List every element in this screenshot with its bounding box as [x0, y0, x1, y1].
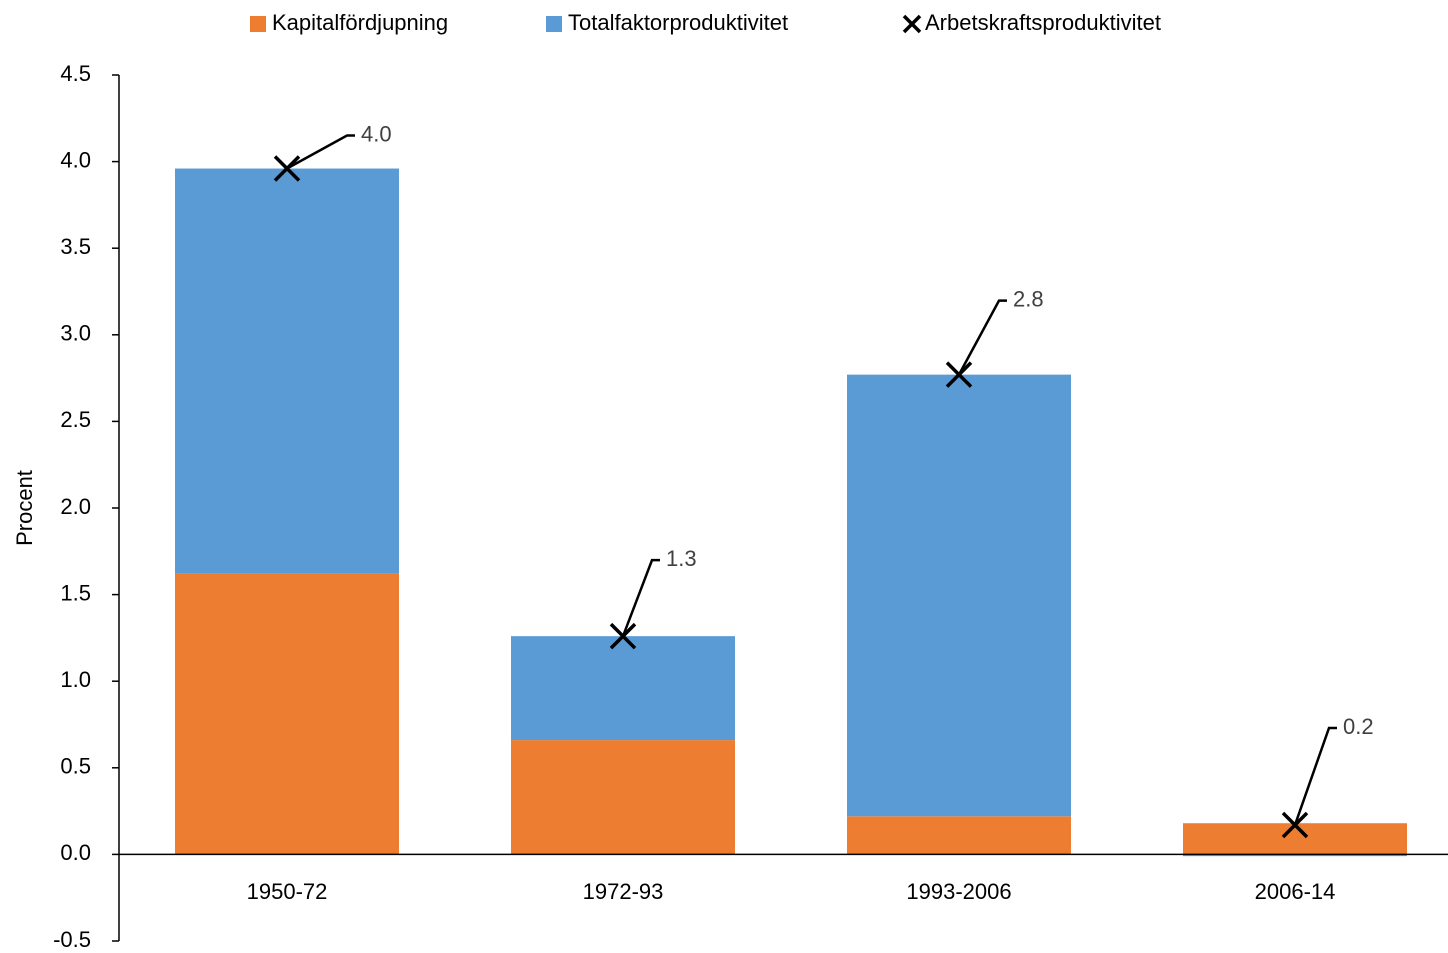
- x-tick-label: 2006-14: [1255, 879, 1336, 904]
- y-axis-label: Procent: [12, 470, 37, 546]
- bar-segment: [511, 740, 735, 855]
- legend-swatch: [546, 16, 562, 32]
- leader-line: [621, 558, 660, 637]
- bar-segment: [1183, 854, 1407, 857]
- y-tick-label: 3.5: [60, 234, 91, 259]
- y-tick-label: 4.0: [60, 147, 91, 172]
- y-tick-label: 0.5: [60, 754, 91, 779]
- legend-swatch: [250, 16, 266, 32]
- x-tick-label: 1950-72: [247, 879, 328, 904]
- marker: [1281, 811, 1309, 839]
- leader-line: [1293, 726, 1337, 826]
- y-tick-label: 2.0: [60, 494, 91, 519]
- y-tick-label: 0.0: [60, 840, 91, 865]
- legend-label: Arbetskraftsproduktivitet: [925, 10, 1161, 35]
- data-label: 0.2: [1343, 714, 1374, 739]
- bar-segment: [175, 573, 399, 855]
- y-tick-label: 1.5: [60, 580, 91, 605]
- x-tick-label: 1972-93: [583, 879, 664, 904]
- data-label: 2.8: [1013, 286, 1044, 311]
- bar-segment: [847, 374, 1071, 817]
- marker: [609, 622, 637, 650]
- y-tick-label: -0.5: [53, 927, 91, 952]
- legend-label: Totalfaktorproduktivitet: [568, 10, 788, 35]
- y-tick-label: 4.5: [60, 61, 91, 86]
- legend-label: Kapitalfördjupning: [272, 10, 448, 35]
- legend-marker: [902, 14, 922, 34]
- marker: [273, 155, 301, 182]
- data-label: 1.3: [666, 546, 697, 571]
- bar-segment: [847, 816, 1071, 855]
- bar-segment: [511, 636, 735, 741]
- leader-line: [957, 299, 1007, 376]
- leader-line: [286, 134, 355, 170]
- y-tick-label: 1.0: [60, 667, 91, 692]
- bar-segment: [175, 168, 399, 574]
- bar-segment: [1183, 823, 1407, 855]
- y-tick-label: 3.0: [60, 321, 91, 346]
- y-tick-label: 2.5: [60, 407, 91, 432]
- x-tick-label: 1993-2006: [906, 879, 1011, 904]
- marker: [945, 361, 973, 388]
- data-label: 4.0: [361, 121, 392, 146]
